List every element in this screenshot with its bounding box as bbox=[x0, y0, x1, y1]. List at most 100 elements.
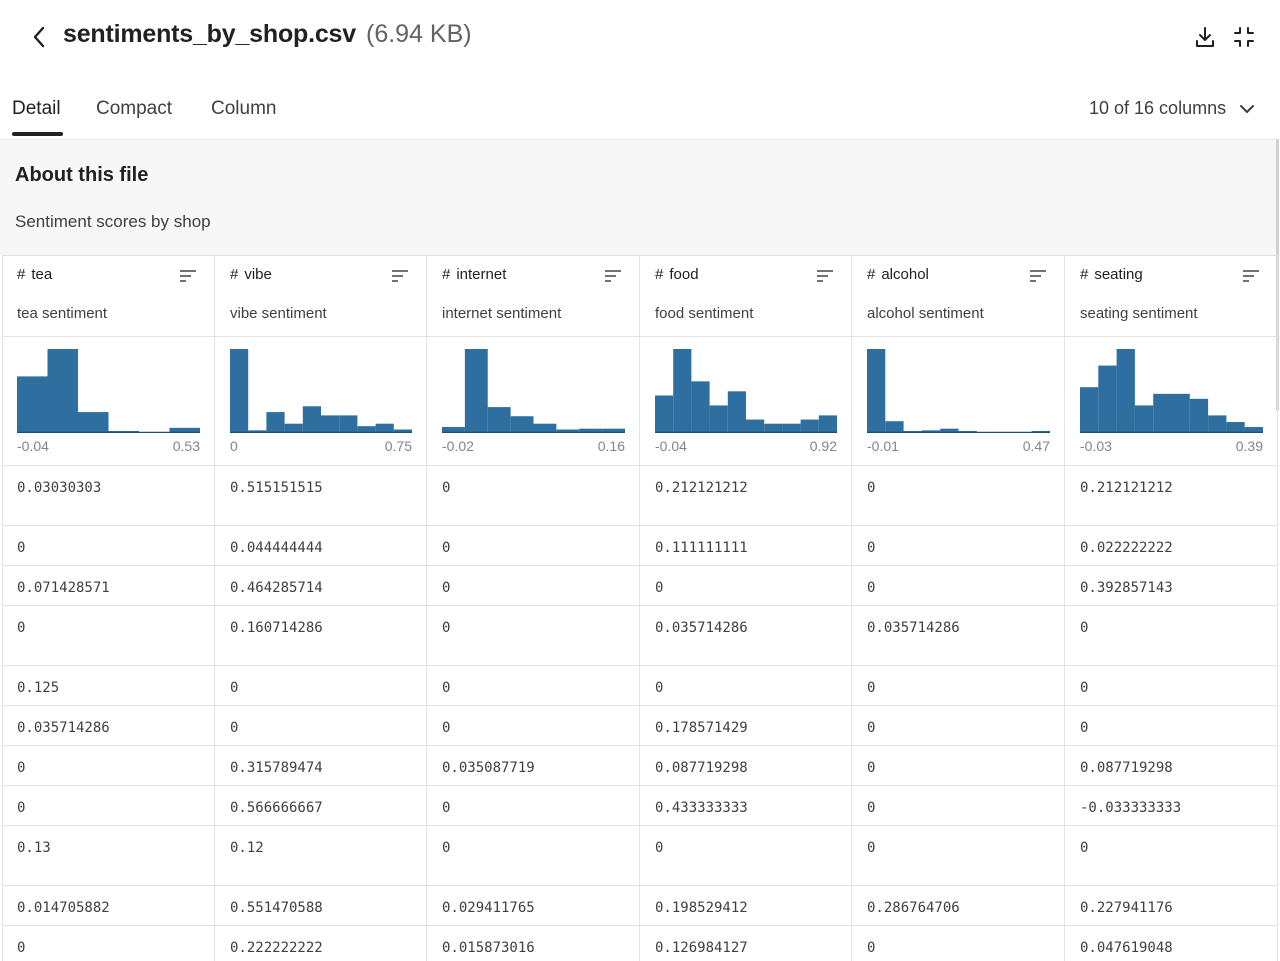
histogram-bar[interactable] bbox=[885, 421, 904, 432]
histogram-bar[interactable] bbox=[302, 406, 321, 432]
table-cell[interactable]: 0.160714286 bbox=[230, 620, 323, 636]
table-cell[interactable]: 0 bbox=[1080, 620, 1089, 636]
table-cell[interactable]: 0 bbox=[867, 940, 876, 956]
table-cell[interactable]: 0 bbox=[655, 840, 664, 856]
table-cell[interactable]: 0.029411765 bbox=[442, 900, 535, 916]
table-cell[interactable]: 0.044444444 bbox=[230, 540, 323, 556]
table-cell[interactable]: 0.212121212 bbox=[1080, 480, 1173, 496]
table-cell[interactable]: 0.022222222 bbox=[1080, 540, 1173, 556]
table-cell[interactable]: 0 bbox=[867, 840, 876, 856]
table-row[interactable]: 0.071428571 0.464285714 0 0 0 0.392857143 bbox=[2, 565, 1278, 605]
histogram-bar[interactable] bbox=[1031, 431, 1050, 432]
histogram-bar[interactable] bbox=[108, 431, 140, 432]
table-row[interactable]: 0 0.044444444 0 0.111111111 0 0.022222222 bbox=[2, 525, 1278, 565]
sort-button[interactable] bbox=[177, 266, 199, 286]
table-cell[interactable]: 0.015873016 bbox=[442, 940, 535, 956]
histogram-bar[interactable] bbox=[1244, 427, 1263, 432]
table-cell[interactable]: 0.551470588 bbox=[230, 900, 323, 916]
histogram-bar[interactable] bbox=[867, 349, 886, 432]
histogram-bar[interactable] bbox=[1134, 405, 1154, 432]
table-cell[interactable]: 0.087719298 bbox=[655, 760, 748, 776]
table-row[interactable]: 0 0.160714286 0 0.035714286 0.035714286 0 bbox=[2, 605, 1278, 665]
histogram-bar[interactable] bbox=[1098, 365, 1117, 432]
histogram-bar[interactable] bbox=[442, 427, 465, 432]
table-cell[interactable]: 0 bbox=[442, 840, 451, 856]
sort-button[interactable] bbox=[389, 266, 411, 286]
histogram-bar[interactable] bbox=[709, 405, 728, 432]
histogram[interactable] bbox=[442, 348, 625, 433]
histogram[interactable] bbox=[655, 348, 837, 433]
table-cell[interactable]: 0.227941176 bbox=[1080, 900, 1173, 916]
table-cell[interactable]: 0 bbox=[442, 800, 451, 816]
table-cell[interactable]: 0 bbox=[867, 680, 876, 696]
histogram-bar[interactable] bbox=[47, 349, 79, 432]
histogram[interactable] bbox=[17, 348, 200, 433]
table-cell[interactable]: 0 bbox=[867, 720, 876, 736]
table-row[interactable]: 0.03030303 0.515151515 0 0.212121212 0 0.2121… bbox=[2, 465, 1278, 525]
histogram-bar[interactable] bbox=[556, 429, 580, 432]
table-cell[interactable]: 0 bbox=[17, 620, 26, 636]
table-cell[interactable]: 0.03030303 bbox=[17, 480, 102, 496]
table-cell[interactable]: 0 bbox=[867, 540, 876, 556]
download-button[interactable] bbox=[1190, 22, 1220, 52]
histogram-bar[interactable] bbox=[602, 428, 625, 432]
histogram-bar[interactable] bbox=[464, 349, 488, 432]
histogram-bar[interactable] bbox=[691, 381, 710, 432]
histogram-bar[interactable] bbox=[727, 391, 746, 432]
histogram-bar[interactable] bbox=[746, 419, 765, 432]
histogram-bar[interactable] bbox=[169, 427, 201, 432]
histogram-bar[interactable] bbox=[266, 412, 285, 432]
histogram-bar[interactable] bbox=[284, 423, 303, 432]
histogram-bar[interactable] bbox=[393, 429, 412, 432]
column-selector[interactable]: 10 of 16 columns bbox=[1089, 98, 1255, 119]
table-row[interactable]: 0.13 0.12 0 0 0 0 bbox=[2, 825, 1278, 885]
table-cell[interactable]: 0.392857143 bbox=[1080, 580, 1173, 596]
histogram-bar[interactable] bbox=[230, 349, 249, 432]
table-cell[interactable]: 0.212121212 bbox=[655, 480, 748, 496]
table-cell[interactable]: 0.198529412 bbox=[655, 900, 748, 916]
histogram-bar[interactable] bbox=[655, 395, 674, 432]
histogram-bar[interactable] bbox=[487, 407, 511, 432]
table-cell[interactable]: 0 bbox=[230, 680, 239, 696]
table-cell[interactable]: 0.464285714 bbox=[230, 580, 323, 596]
table-cell[interactable]: -0.033333333 bbox=[1080, 800, 1182, 816]
histogram-bar[interactable] bbox=[673, 349, 692, 432]
table-cell[interactable]: 0 bbox=[867, 800, 876, 816]
table-cell[interactable]: 0 bbox=[655, 580, 664, 596]
table-cell[interactable]: 0.13 bbox=[17, 840, 51, 856]
histogram-bar[interactable] bbox=[818, 415, 837, 432]
tab-compact[interactable]: Compact bbox=[96, 98, 173, 119]
histogram[interactable] bbox=[1080, 348, 1263, 433]
table-row[interactable]: 0.014705882 0.551470588 0.029411765 0.19852… bbox=[2, 885, 1278, 925]
histogram-bar[interactable] bbox=[764, 423, 783, 432]
table-cell[interactable]: 0.222222222 bbox=[230, 940, 323, 956]
histogram-bar[interactable] bbox=[903, 431, 922, 432]
sort-button[interactable] bbox=[602, 266, 624, 286]
sort-button[interactable] bbox=[1240, 266, 1262, 286]
table-cell[interactable]: 0.315789474 bbox=[230, 760, 323, 776]
table-cell[interactable]: 0.125 bbox=[17, 680, 60, 696]
table-cell[interactable]: 0 bbox=[17, 540, 26, 556]
table-cell[interactable]: 0.178571429 bbox=[655, 720, 748, 736]
table-cell[interactable]: 0.071428571 bbox=[17, 580, 110, 596]
table-cell[interactable]: 0.035714286 bbox=[867, 620, 960, 636]
histogram-bar[interactable] bbox=[800, 419, 819, 432]
table-cell[interactable]: 0.433333333 bbox=[655, 800, 748, 816]
table-cell[interactable]: 0.047619048 bbox=[1080, 940, 1173, 956]
table-cell[interactable]: 0 bbox=[1080, 840, 1089, 856]
histogram-bar[interactable] bbox=[375, 423, 394, 432]
histogram-bar[interactable] bbox=[510, 416, 534, 432]
histogram-bar[interactable] bbox=[248, 430, 267, 432]
histogram-bar[interactable] bbox=[782, 423, 801, 432]
table-cell[interactable]: 0 bbox=[442, 620, 451, 636]
table-cell[interactable]: 0.014705882 bbox=[17, 900, 110, 916]
histogram-bar[interactable] bbox=[940, 428, 959, 432]
table-cell[interactable]: 0.035714286 bbox=[655, 620, 748, 636]
table-cell[interactable]: 0 bbox=[442, 580, 451, 596]
histogram-bar[interactable] bbox=[958, 431, 977, 432]
tab-detail[interactable]: Detail bbox=[12, 98, 61, 119]
table-cell[interactable]: 0.035714286 bbox=[17, 720, 110, 736]
table-cell[interactable]: 0 bbox=[230, 720, 239, 736]
histogram-bar[interactable] bbox=[1153, 393, 1172, 432]
histogram-bar[interactable] bbox=[533, 423, 557, 432]
